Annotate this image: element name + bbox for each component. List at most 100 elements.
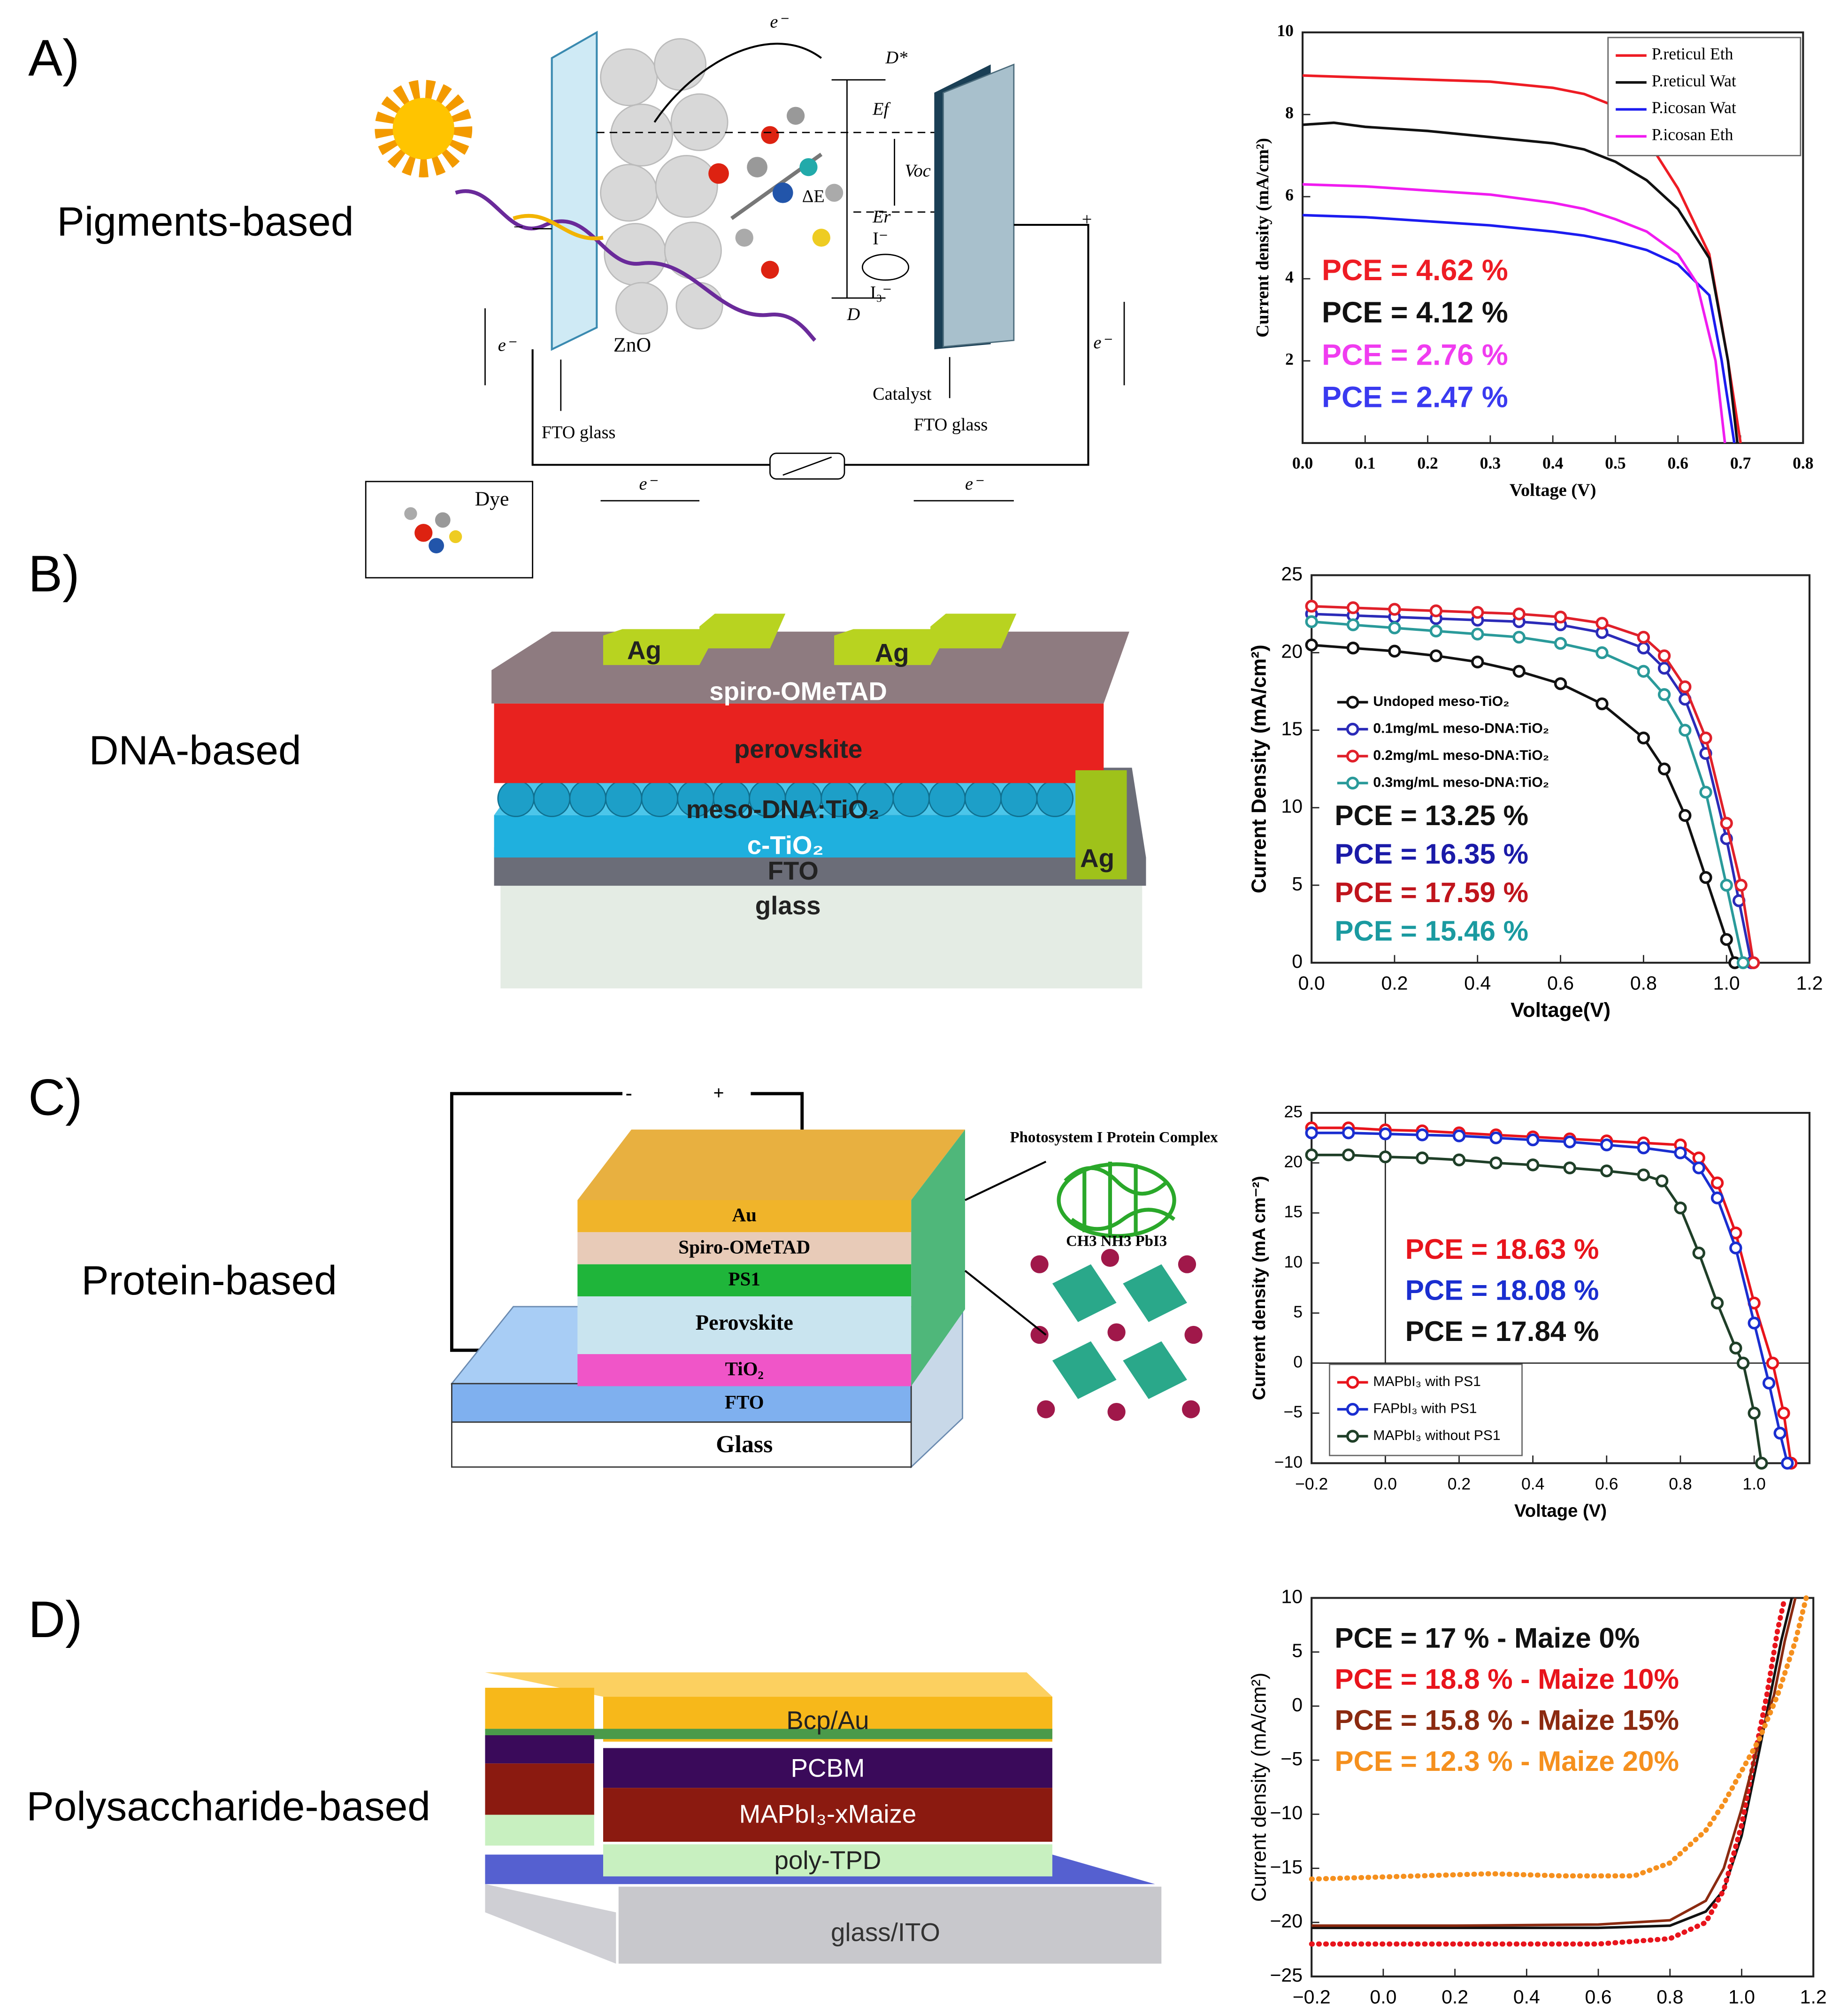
shape [1184,1325,1203,1344]
data-point [1595,617,1609,630]
data-point [1699,731,1712,744]
au-top [485,1672,1052,1697]
y-axis-title: Current density (mA cm⁻²) [1249,1176,1269,1400]
data-point [1452,1153,1466,1166]
legend-marker [1346,750,1359,763]
data-point [1736,1356,1750,1370]
perovskite-layer [577,1296,912,1355]
data-point [1554,611,1567,624]
shape [1036,780,1074,817]
shape [928,780,966,817]
shape [1052,1264,1117,1322]
data-point [1471,606,1484,619]
glass-layer [618,1886,1162,1964]
x-tick-label: −0.2 [1293,1986,1331,2007]
x-tick-label: 0.0 [1374,1474,1397,1493]
y-tick-label: −10 [1270,1802,1303,1823]
data-point [1637,630,1650,644]
legend-label: MAPbI₃ without PS1 [1373,1428,1500,1443]
x-tick-label: 0.1 [1355,454,1375,473]
data-point [1600,1164,1613,1178]
panel-name: DNA-based [89,727,301,773]
shape [653,38,707,91]
ag-contact [603,629,719,665]
stack-side [911,1129,965,1386]
shape [1123,1264,1187,1322]
shape [610,103,673,167]
x-tick-label: 0.6 [1595,1474,1618,1493]
data-point [1595,697,1609,711]
y-tick-label: 5 [1292,1640,1303,1662]
data-point [1637,1141,1650,1155]
data-point [1342,1148,1355,1162]
diagram-label: FTO [767,856,818,885]
diagram-label: Glass [716,1431,773,1458]
diagram-label: Bcp/Au [786,1706,869,1735]
y-tick-label: 5 [1293,1302,1303,1321]
data-point [1637,731,1650,744]
y-tick-label: 10 [1284,1252,1303,1271]
series-line [1302,183,1726,444]
series-line [1311,1597,1793,1930]
y-tick-label: 8 [1285,103,1294,122]
panel-letter: D) [28,1591,82,1648]
tio2-layer [577,1354,912,1386]
diagram-label: I₃⁻ [870,283,892,303]
diagram-label: PS1 [728,1268,760,1290]
y-tick-label: 25 [1284,1102,1303,1121]
x-tick-label: 1.2 [1800,1986,1827,2007]
data-point [1655,1174,1669,1187]
diagram-label: ZnO [613,334,651,356]
panel-name: Polysaccharide-based [26,1784,430,1830]
y-tick-label: 10 [1281,1585,1303,1607]
data-point [1710,1296,1724,1309]
pce-annotation: PCE = 18.63 % [1405,1233,1599,1265]
diagram-label: Photosystem I Protein Complex [1010,1129,1219,1146]
shape: Bcp/Au PCBM MAPbI₃-xMaize poly-TPD glass… [739,1706,940,1946]
pce-annotation: PCE = 18.8 % - Maize 10% [1334,1663,1679,1695]
y-axis-title: Current Density (mA/cm²) [1247,644,1270,893]
data-point [1346,618,1360,631]
data-point [1379,1150,1392,1164]
data-point [1748,1317,1761,1330]
data-point [1595,646,1609,659]
legend-label: 0.2mg/mL meso-DNA:TiO₂ [1373,748,1549,763]
diagram-label: MAPbI₃-xMaize [739,1800,917,1829]
shape [414,524,433,542]
data-point [1657,661,1671,675]
data-point [1416,1128,1429,1141]
perovskite-stack-b: Ag Ag spiro-OMeTAD perovskite meso-DNA:T… [491,613,1146,988]
sun [392,98,454,160]
data-point [1600,1138,1613,1151]
x-tick-label: 0.8 [1793,454,1813,473]
shape [825,184,843,202]
pce-annotation: PCE = 13.25 % [1334,800,1528,831]
pcbm-layer [603,1748,1052,1788]
mapbi-layer [485,1763,594,1815]
data-point [1729,1341,1742,1355]
data-point [1657,762,1671,776]
shape [404,507,417,520]
pce-annotation: PCE = 4.12 % [1322,296,1508,329]
wire [450,1092,623,1352]
sun [375,80,473,177]
data-point [1388,603,1401,616]
legend-label: P.icosan Wat [1652,98,1736,117]
data-point [1755,1456,1768,1470]
dye-box [365,481,533,579]
data-point [1305,1148,1318,1162]
ps1-layer [577,1264,912,1297]
y-axis-title: Current density (mA/cm²) [1253,138,1273,337]
diagram-label: CH3 NH3 PbI3 [1066,1233,1167,1250]
chart: −0.2 0.0 0.2 0.4 0.6 0.8 1.0 1.2 −25 −20 −15 −10 −5 0… [1247,1585,1826,2014]
x-tick-label: 0.2 [1417,454,1438,473]
redox-cycle [861,253,910,281]
diagram-label: − [514,217,524,237]
data-point [1512,607,1526,620]
diagram-label: ΔE [802,186,825,206]
diagram-label: + [1082,210,1092,230]
meso-spheres [497,780,1074,817]
legend-label: FAPbI₃ with PS1 [1373,1401,1477,1417]
circuit [531,224,1089,466]
